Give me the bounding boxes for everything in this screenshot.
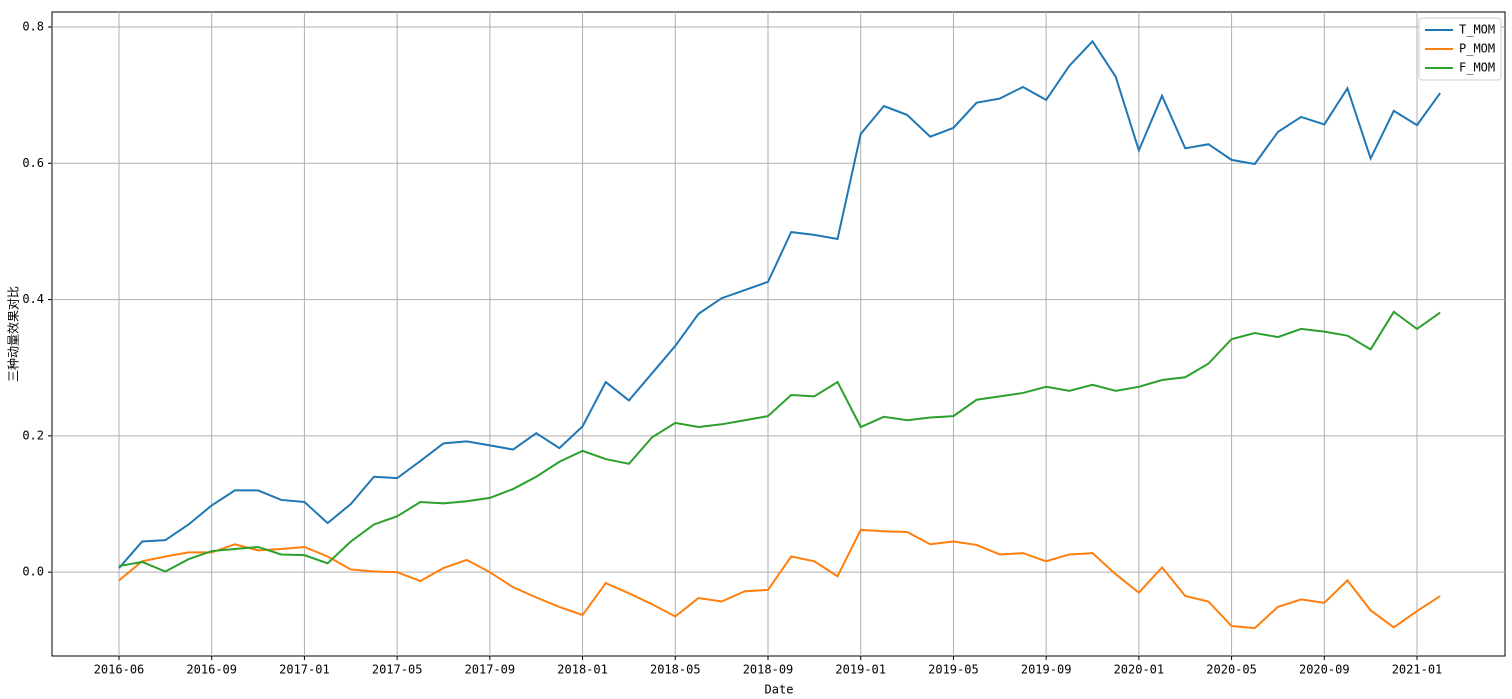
y-tick-label: 0.4 xyxy=(22,292,44,306)
x-axis-label: Date xyxy=(765,683,794,697)
x-tick-label: 2019-05 xyxy=(928,663,979,677)
series-line xyxy=(118,310,1441,573)
x-tick-label: 2016-06 xyxy=(94,663,145,677)
series-line xyxy=(118,528,1441,630)
legend-label: F_MOM xyxy=(1459,61,1495,75)
legend-box xyxy=(1418,17,1502,81)
y-tick-label: 0.6 xyxy=(22,156,44,170)
x-tick-label: 2019-09 xyxy=(1021,663,1072,677)
x-tick-label: 2017-05 xyxy=(372,663,423,677)
x-tick-label: 2020-05 xyxy=(1206,663,1257,677)
x-tick-label: 2018-01 xyxy=(557,663,608,677)
x-tick-label: 2017-01 xyxy=(279,663,330,677)
plot-frame xyxy=(51,11,1506,657)
x-tick-label: 2021-01 xyxy=(1392,663,1443,677)
y-tick-label: 0.0 xyxy=(22,565,44,579)
x-tick-label: 2020-01 xyxy=(1114,663,1165,677)
x-tick-label: 2020-09 xyxy=(1299,663,1350,677)
x-tick-label: 2016-09 xyxy=(186,663,237,677)
x-tick-label: 2018-09 xyxy=(743,663,794,677)
y-tick-label: 0.8 xyxy=(22,19,44,33)
series-line xyxy=(118,39,1441,569)
legend-label: P_MOM xyxy=(1459,42,1495,56)
y-tick-label: 0.2 xyxy=(22,428,44,442)
y-axis-label: 三种动量效果对比 xyxy=(6,286,21,382)
x-tick-label: 2018-05 xyxy=(650,663,701,677)
x-tick-label: 2019-01 xyxy=(835,663,886,677)
legend-label: T_MOM xyxy=(1459,23,1495,37)
x-tick-label: 2017-09 xyxy=(465,663,516,677)
